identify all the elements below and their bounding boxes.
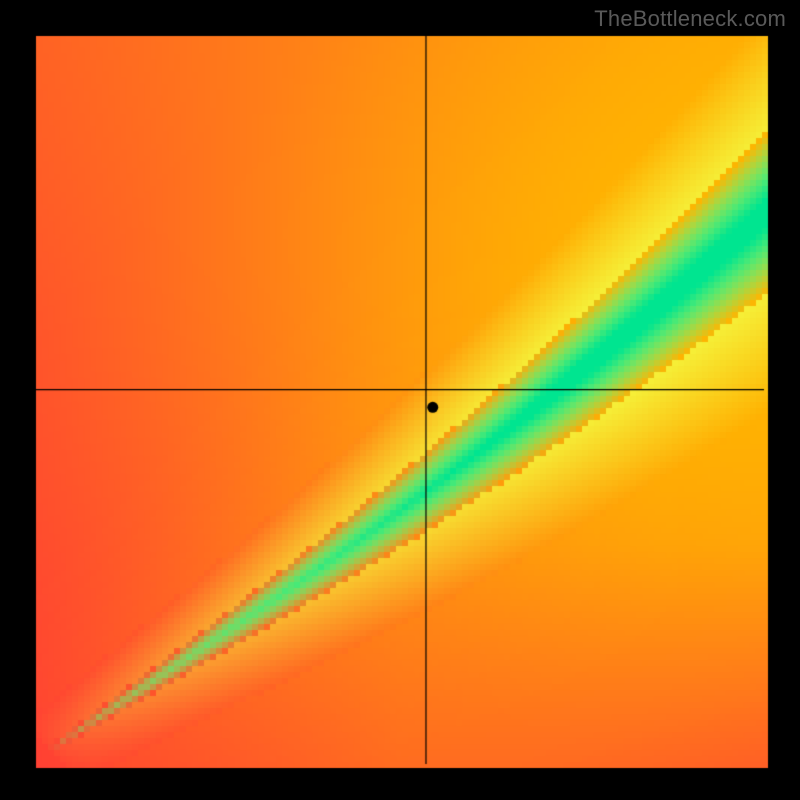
- watermark-text: TheBottleneck.com: [594, 6, 786, 32]
- chart-container: TheBottleneck.com: [0, 0, 800, 800]
- bottleneck-heatmap-canvas: [0, 0, 800, 800]
